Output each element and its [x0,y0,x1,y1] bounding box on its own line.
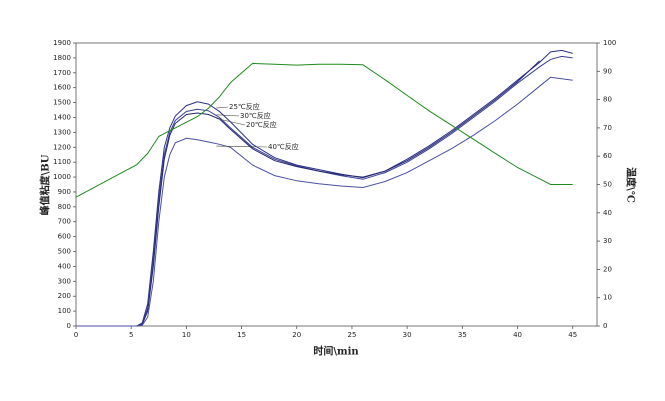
y-tick-label: 900 [58,188,71,196]
x-tick-label: 45 [568,331,577,339]
y2-tick-label: 80 [603,96,612,104]
x-tick-label: 40 [513,331,522,339]
y2-tick-label: 60 [603,152,612,160]
y-tick-label: 1000 [53,173,71,181]
y-tick-label: 0 [67,322,71,330]
y2-tick-label: 0 [603,322,607,330]
x-tick-label: 5 [129,331,133,339]
y-tick-label: 1300 [53,128,71,136]
x-tick-label: 20 [292,331,301,339]
series-line [75,62,573,198]
series-line [76,76,573,327]
x-tick-label: 0 [74,331,78,339]
y-tick-label: 600 [58,233,71,241]
y-tick-label: 1100 [53,158,71,166]
label-leader [216,114,240,117]
y-tick-label: 1400 [53,113,71,121]
x-tick-label: 35 [458,331,467,339]
series-line [76,49,573,327]
series-label: 25℃反应 [229,102,260,111]
series-label: 30℃反应 [240,111,271,120]
x-tick-label: 25 [347,331,356,339]
series-label: 20℃反应 [246,120,277,129]
x-tick-label: 15 [237,331,246,339]
y-tick-label: 500 [58,248,71,256]
label-leader [216,118,246,126]
label-leader [216,145,268,148]
y-tick-label: 1200 [53,143,71,151]
y2-tick-label: 70 [603,124,612,132]
x-tick-label: 10 [182,331,191,339]
y-tick-label: 1700 [53,69,71,77]
y2-tick-label: 100 [603,39,616,47]
y2-tick-label: 40 [603,209,612,217]
y-tick-label: 800 [58,203,71,211]
y2-axis-title: 温度\℃ [625,167,638,203]
series-line [76,55,573,327]
y2-tick-label: 90 [603,67,612,75]
series-label: 40℃反应 [268,142,299,151]
y-tick-label: 100 [58,307,71,315]
y2-tick-label: 10 [603,294,612,302]
y-tick-label: 1600 [53,84,71,92]
y-tick-label: 1900 [53,39,71,47]
y-tick-label: 1800 [53,54,71,62]
y-tick-label: 400 [58,262,71,270]
y-tick-label: 200 [58,292,71,300]
y2-tick-label: 20 [603,265,612,273]
y2-tick-label: 50 [603,181,612,189]
y-tick-label: 700 [58,218,71,226]
x-axis-title: 时间\min [313,345,359,358]
y-axis-title: 峰值粘度\BU [39,154,52,215]
y-tick-label: 1500 [53,99,71,107]
plot-frame [75,42,598,327]
x-tick-label: 30 [403,331,412,339]
y-tick-label: 300 [58,277,71,285]
series-line [76,60,540,327]
y2-tick-label: 30 [603,237,612,245]
label-leader [216,106,229,109]
